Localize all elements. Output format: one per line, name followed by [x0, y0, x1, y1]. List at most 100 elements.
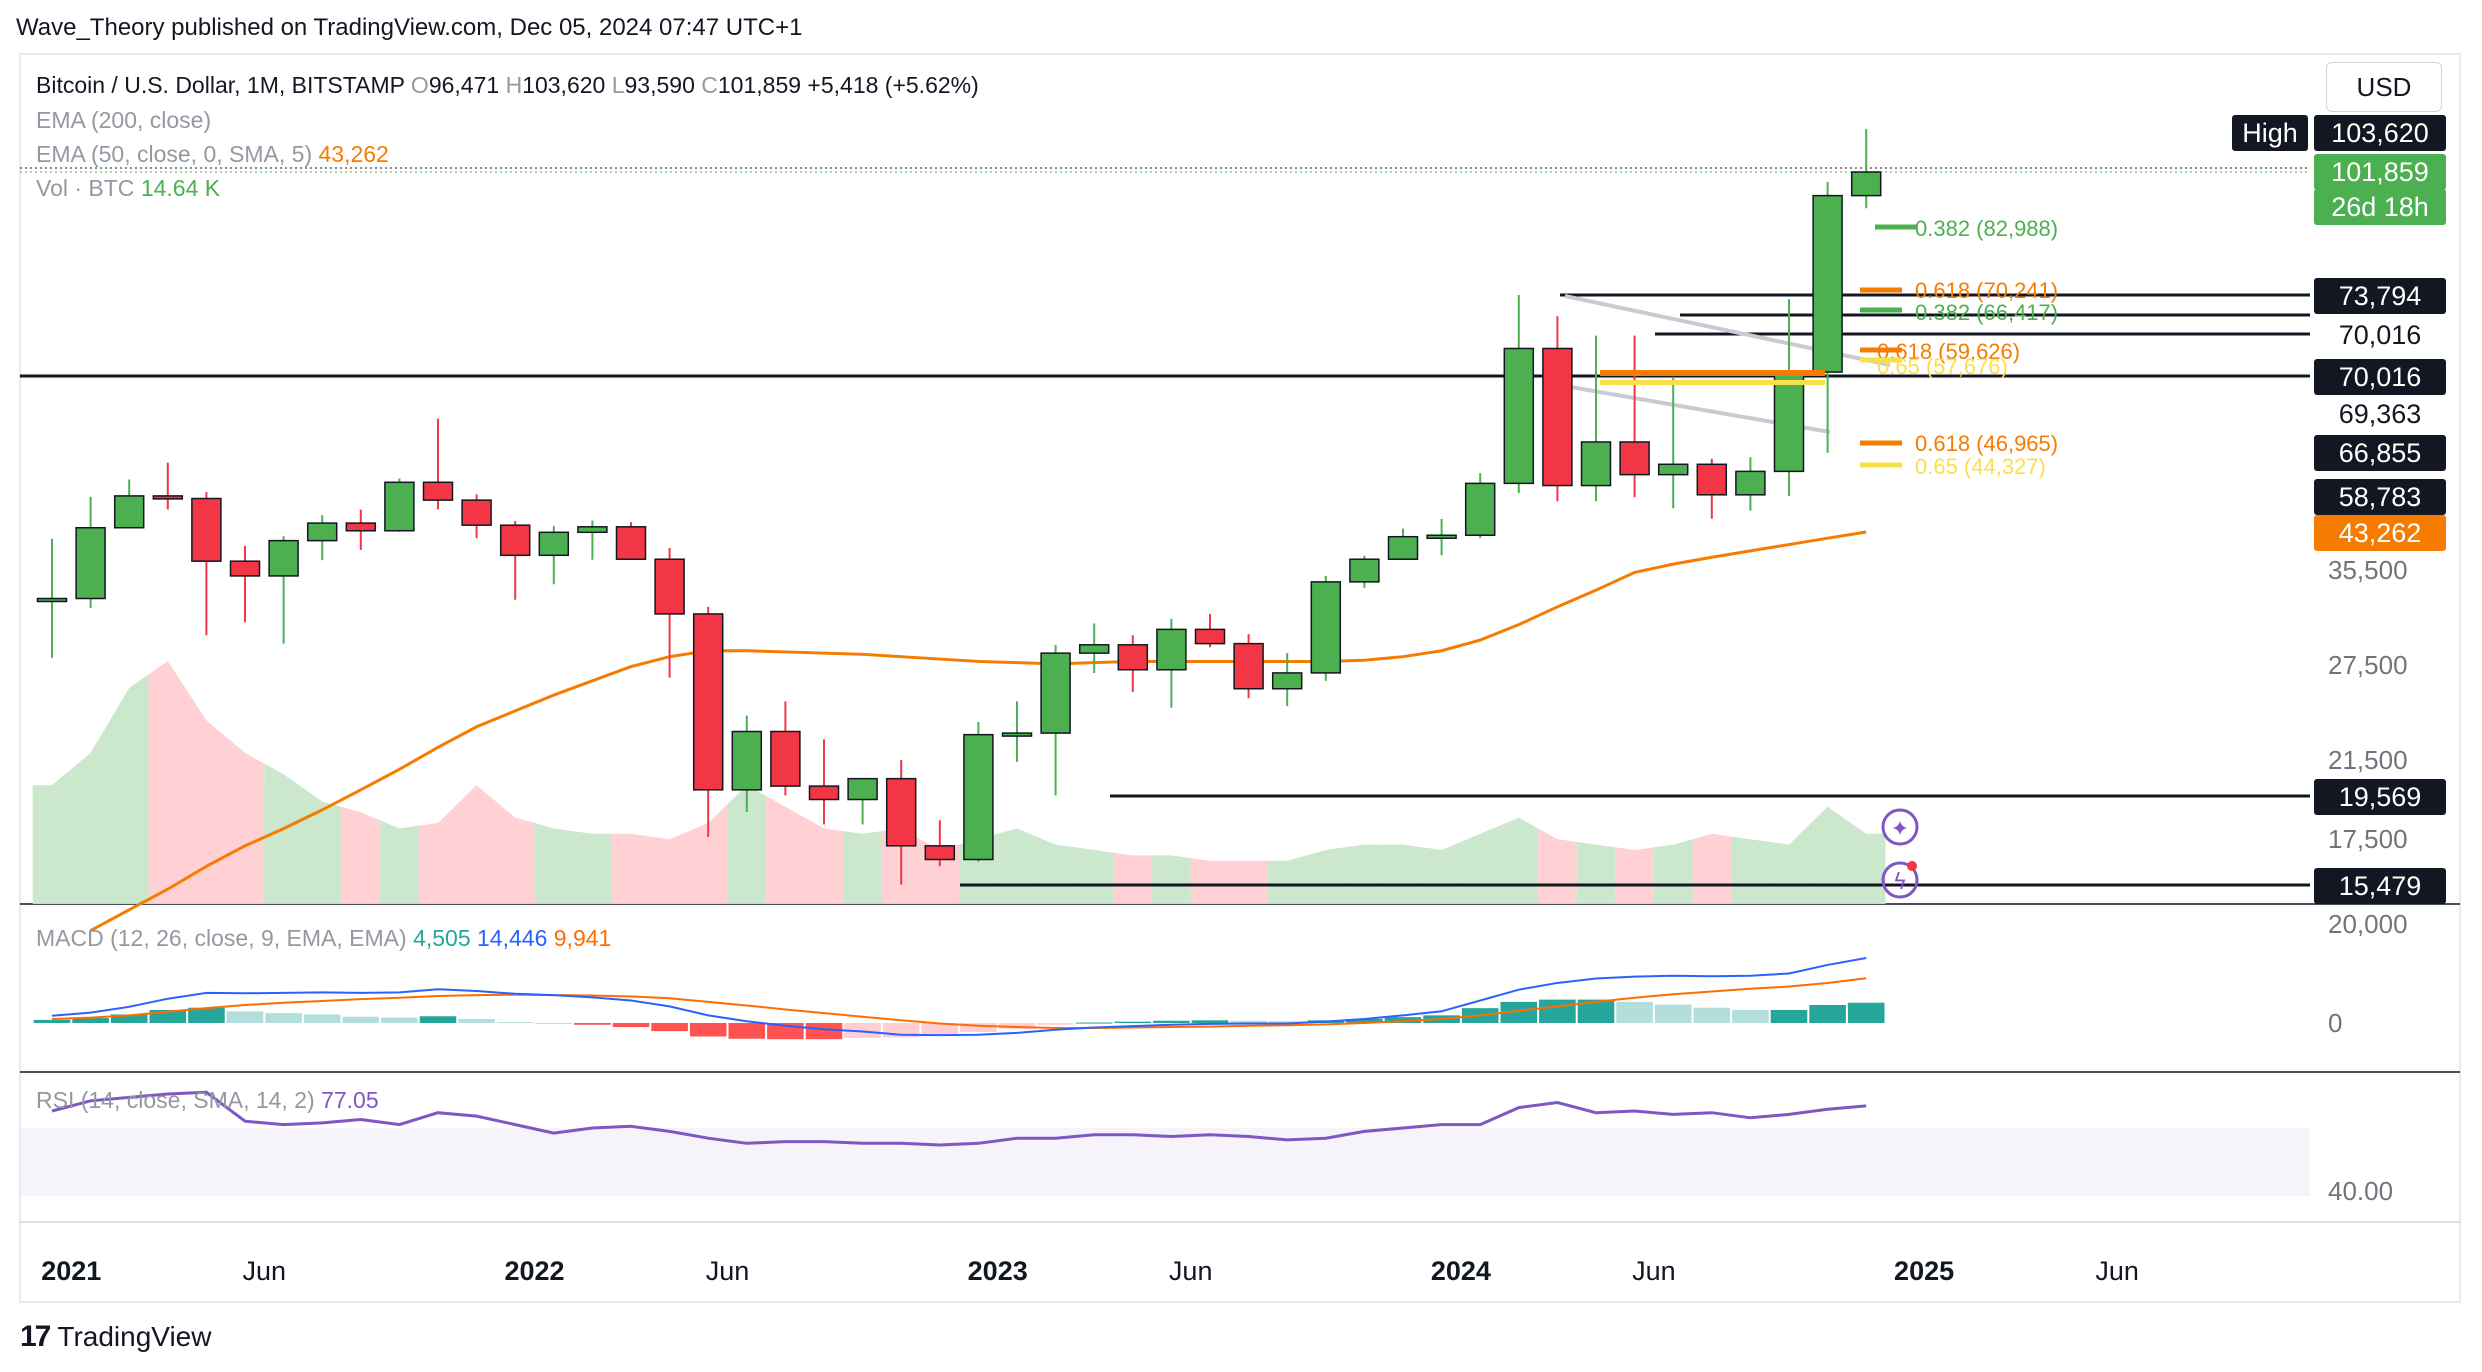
volume-bar	[804, 817, 844, 904]
macd-hist-bar	[188, 1007, 225, 1023]
candle	[1773, 299, 1805, 496]
candle-body	[1812, 194, 1843, 373]
volume-bar	[766, 796, 805, 904]
price-tag-label: High	[2242, 118, 2298, 148]
candle	[345, 509, 377, 550]
fib-zone-yellow	[1600, 380, 1825, 385]
volume-bar	[1229, 860, 1268, 904]
tradingview-logo-icon: 17	[20, 1320, 51, 1353]
candle	[422, 418, 454, 510]
candle	[499, 521, 531, 600]
candle	[1271, 653, 1303, 707]
event-icons: ✦ϟ	[1881, 808, 1919, 899]
candle-body	[1580, 441, 1612, 487]
price-tag-label: 101,859	[2331, 157, 2429, 187]
macd-hist-bar	[651, 1023, 688, 1032]
volume-bar	[418, 804, 458, 904]
candle-body	[345, 522, 377, 532]
candle	[1850, 129, 1882, 209]
volume-bar	[457, 785, 496, 904]
open-value: 96,471	[428, 72, 500, 98]
candle	[1040, 644, 1071, 796]
x-tick-label: Jun	[2095, 1256, 2139, 1286]
candle	[577, 520, 608, 560]
candle	[1233, 634, 1264, 699]
candle-body	[770, 730, 801, 787]
symbol-legend: Bitcoin / U.S. Dollar, 1M, BITSTAMP O96,…	[36, 72, 979, 98]
candles	[36, 129, 1882, 885]
x-tick-label: Jun	[243, 1256, 287, 1286]
y-tick-label: 27,500	[2328, 650, 2408, 680]
macd-hist-bar	[1770, 1009, 1808, 1023]
candle	[113, 479, 145, 529]
notification-dot	[1907, 861, 1917, 871]
candle	[770, 701, 801, 796]
low-value: 93,590	[624, 72, 695, 98]
candle-body	[461, 499, 492, 526]
price-tag-label: 43,262	[2339, 518, 2422, 548]
candle-body	[268, 539, 299, 577]
price-tag-bg	[2314, 479, 2446, 515]
x-tick-label: Jun	[1169, 1256, 1213, 1286]
currency-button[interactable]: USD	[2326, 62, 2442, 112]
candle-body	[847, 777, 878, 801]
macd-hist-bar	[342, 1016, 380, 1023]
macd-hist-bar	[1616, 1001, 1653, 1023]
axes: 2021 Jun 2022 Jun 2023 Jun 2024 Jun 2025 Jun 35,50…	[41, 555, 2407, 1286]
candle	[1426, 518, 1457, 556]
candle	[1001, 701, 1033, 762]
volume-bar	[611, 833, 651, 904]
ema50-line	[89, 530, 1867, 932]
y-tick-label: 17,500	[2328, 824, 2408, 854]
price-tag-bg	[2314, 435, 2446, 471]
fib-level-label: 0.65 (44,327)	[1915, 454, 2046, 479]
candle-body	[538, 531, 570, 557]
macd-hist-bar	[419, 1016, 457, 1023]
candle	[1657, 376, 1689, 509]
candle	[1812, 181, 1843, 453]
rsi-value: 77.05	[321, 1087, 379, 1113]
volume-bar	[1422, 841, 1461, 904]
price-tag-bg	[2314, 115, 2446, 151]
volume-bar	[1808, 806, 1847, 904]
y-tick-label: 20,000	[2328, 909, 2408, 939]
macd-hist-bar	[612, 1023, 650, 1028]
y-tick-label: 35,500	[2328, 555, 2408, 585]
candle-body	[1078, 644, 1110, 654]
candle	[75, 496, 106, 608]
candle	[538, 526, 570, 585]
event-icon-star	[1881, 808, 1919, 846]
candle	[306, 515, 338, 561]
price-tag-bg	[2314, 154, 2446, 190]
candle	[1503, 295, 1535, 494]
ema50-legend: EMA (50, close, 0, SMA, 5) 43,262	[36, 141, 389, 167]
x-tick-label: 2022	[504, 1256, 564, 1286]
volume-bar	[1383, 844, 1423, 904]
price-tag-label: 70,016	[2339, 362, 2422, 392]
x-tick-label: 2025	[1894, 1256, 1954, 1286]
volume-bar	[1306, 847, 1346, 904]
candle-body	[1735, 470, 1766, 496]
candle-body	[229, 560, 261, 577]
price-tag-label: 15,479	[2339, 871, 2422, 901]
candle-body	[924, 845, 956, 861]
x-tick-label: 2024	[1431, 1256, 1491, 1286]
macd-line	[51, 957, 1867, 1037]
fib-level-label: 0.618 (70,241)	[1915, 278, 2058, 303]
candle	[924, 820, 956, 867]
macd-hist-bar	[1847, 1002, 1885, 1023]
x-tick-label: 2023	[968, 1256, 1028, 1286]
y-tick-label: 21,500	[2328, 745, 2408, 775]
volume-bar	[1074, 847, 1114, 904]
volume-bar	[1190, 858, 1230, 904]
publisher-line: Wave_Theory published on TradingView.com…	[16, 14, 803, 41]
brand-footer[interactable]: 17 TradingView	[20, 1320, 211, 1354]
candle	[36, 538, 68, 658]
fib-level-label: 0.65 (57,676)	[1877, 354, 2008, 379]
ema200-legend: EMA (200, close)	[36, 107, 212, 133]
volume-bar	[109, 674, 149, 904]
rsi-line	[51, 1090, 1867, 1147]
macd-hist-value: 4,505	[413, 925, 471, 951]
ema50-value: 43,262	[318, 141, 389, 167]
